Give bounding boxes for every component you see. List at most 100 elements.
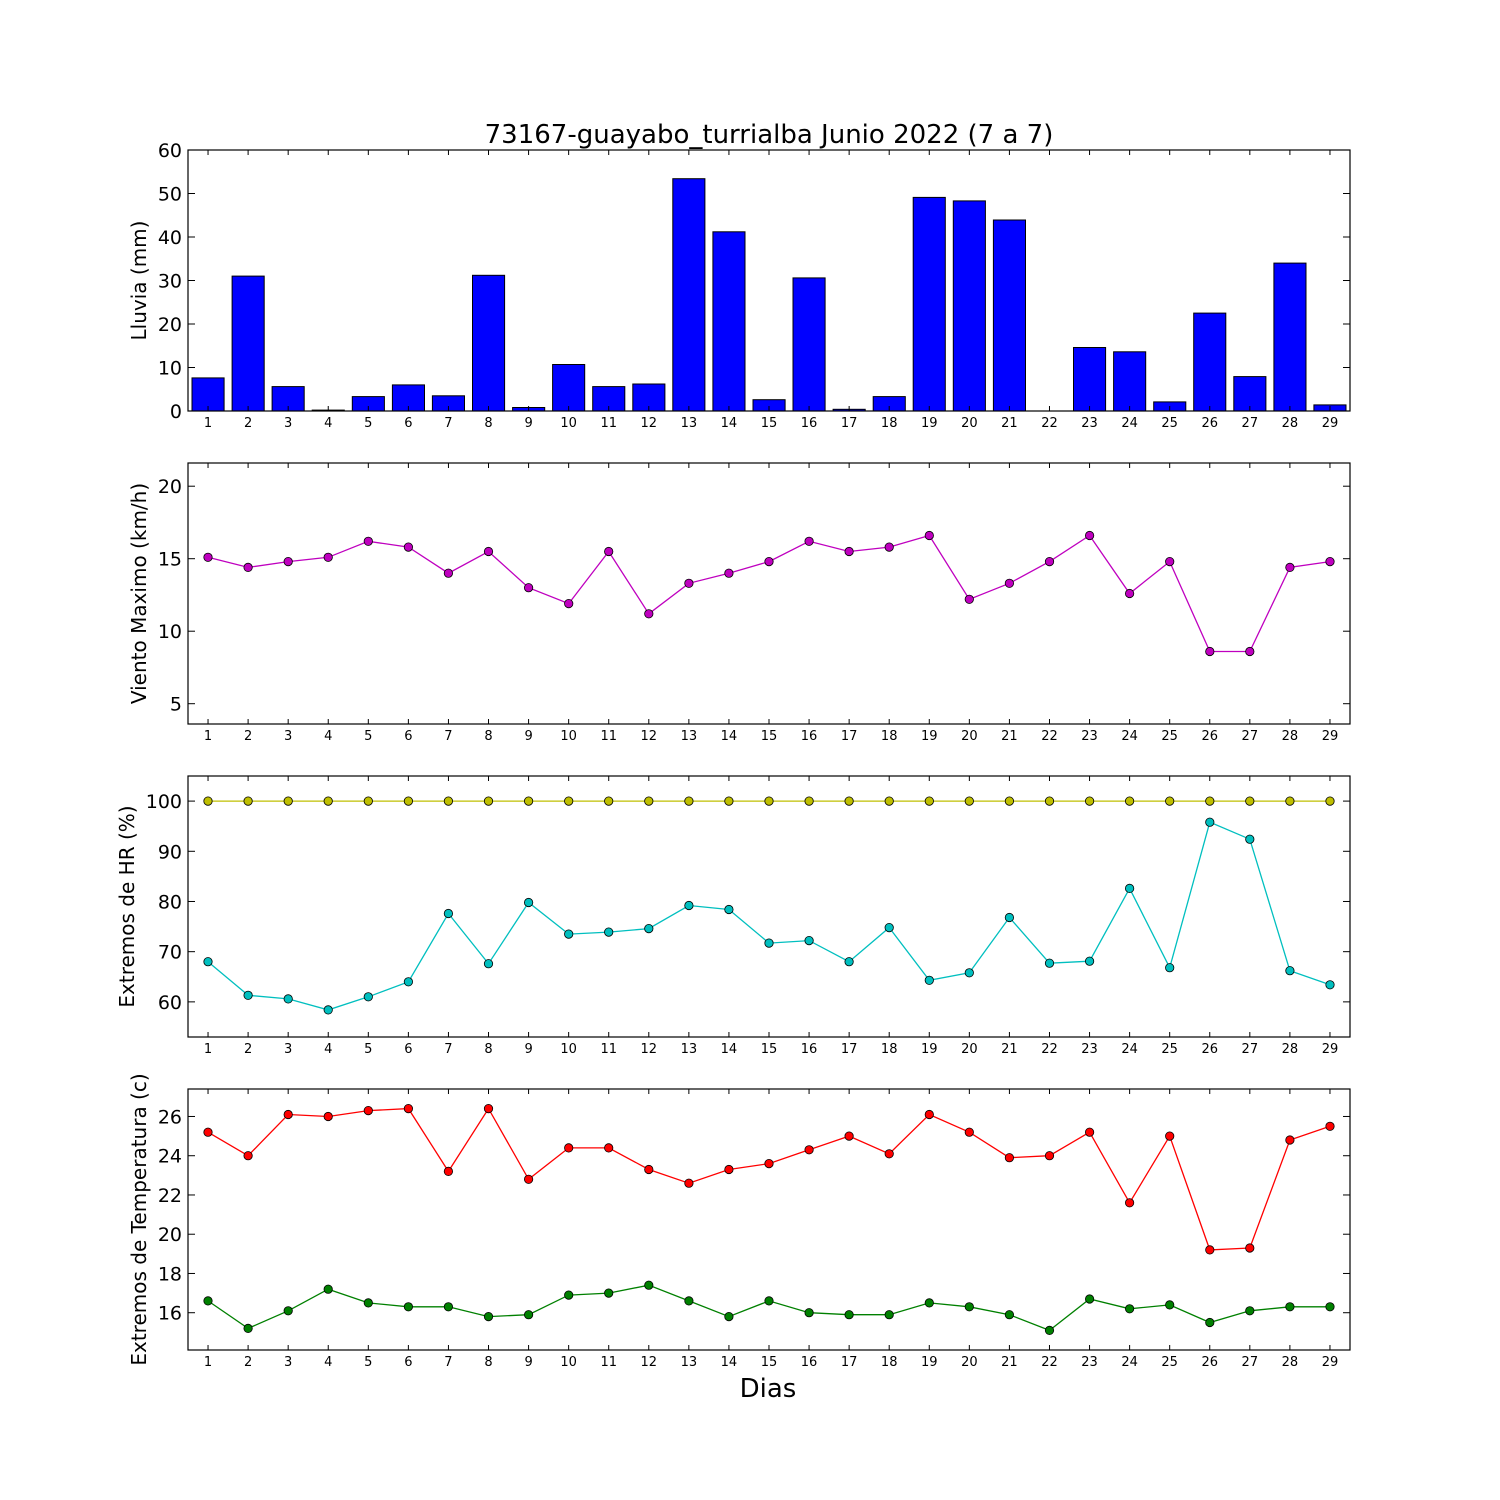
humidity-series-2-point <box>844 957 854 967</box>
temperature-series-1-point <box>884 1149 894 1159</box>
humidity-series-1-point <box>684 796 694 806</box>
temperature-series-1-point <box>403 1104 413 1114</box>
temperature-series-2-point <box>323 1284 333 1294</box>
rain-bar <box>792 277 826 412</box>
temperature-y-tick-label: 22 <box>158 1185 182 1207</box>
humidity-series-2-point <box>1245 834 1255 844</box>
rain-x-tick-label: 9 <box>524 416 532 431</box>
temperature-series-2-point <box>1044 1325 1055 1336</box>
humidity-series-2-point <box>1004 912 1015 923</box>
temperature-series-1-point <box>924 1109 934 1120</box>
temperature-x-tick-label: 27 <box>1242 1355 1259 1370</box>
humidity-y-tick-label: 60 <box>158 992 182 1014</box>
rain-x-tick-label: 22 <box>1041 416 1058 431</box>
wind-y-tick-label: 5 <box>170 694 182 716</box>
wind-x-tick-label: 27 <box>1242 729 1259 744</box>
rain-x-tick-label: 17 <box>841 416 858 431</box>
temperature-y-tick-label: 18 <box>158 1263 182 1285</box>
humidity-series-2-point <box>964 968 974 978</box>
rain-x-tick-label: 12 <box>641 416 658 431</box>
temperature-series-1-point <box>443 1166 453 1177</box>
wind-series-1-point <box>564 598 574 609</box>
wind-x-tick-label: 13 <box>681 729 698 744</box>
wind-series-1-point <box>483 546 494 557</box>
temperature-series-1-point <box>323 1111 333 1122</box>
rain-bar <box>472 274 506 412</box>
wind-y-axis-label: Viento Maximo (km/h) <box>127 483 151 704</box>
humidity-x-tick-label: 23 <box>1081 1042 1098 1057</box>
humidity-series-2-point <box>1205 817 1215 827</box>
humidity-series-2-point <box>1285 966 1295 976</box>
wind-x-tick-label: 25 <box>1161 729 1178 744</box>
wind-series-1-point <box>1125 588 1135 599</box>
rain-bar <box>912 196 946 412</box>
wind-series-1-point <box>1004 578 1015 588</box>
wind-x-tick-label: 17 <box>841 729 858 744</box>
humidity-x-tick-label: 14 <box>721 1042 738 1057</box>
rain-bar <box>1073 347 1107 412</box>
temperature-series-2-point <box>804 1308 814 1318</box>
temperature-x-tick-label: 10 <box>560 1355 577 1370</box>
temperature-series-2-point <box>1085 1294 1095 1304</box>
wind-series-1-point <box>403 542 413 552</box>
wind-x-tick-label: 4 <box>324 729 332 744</box>
temperature-series-1-point <box>283 1109 293 1120</box>
temperature-series-2-point <box>1165 1300 1175 1310</box>
humidity-series-1-point <box>283 796 293 806</box>
humidity-x-tick-label: 27 <box>1242 1042 1259 1057</box>
humidity-series-2-point <box>363 992 373 1002</box>
humidity-series-2-point <box>644 923 654 934</box>
temperature-series-2-point <box>604 1288 614 1298</box>
humidity-x-tick-label: 13 <box>681 1042 698 1057</box>
humidity-series-2-point <box>483 959 494 969</box>
temperature-series-2-point <box>964 1302 974 1312</box>
temperature-x-tick-label: 12 <box>641 1355 658 1370</box>
temperature-series-1-point <box>764 1159 774 1169</box>
humidity-x-tick-label: 12 <box>641 1042 658 1057</box>
rain-x-tick-label: 11 <box>600 416 617 431</box>
humidity-series-1-point <box>443 796 453 806</box>
wind-x-tick-label: 29 <box>1322 729 1339 744</box>
wind-x-tick-label: 15 <box>761 729 778 744</box>
humidity-series-2-point <box>1165 963 1175 973</box>
humidity-series-2-point <box>564 929 574 939</box>
temperature-series-1-point <box>964 1127 974 1137</box>
wind-series-1-point <box>684 578 694 588</box>
rain-bar <box>1193 312 1227 412</box>
humidity-y-tick-label: 80 <box>158 891 182 913</box>
humidity-x-tick-label: 17 <box>841 1042 858 1057</box>
humidity-x-tick-label: 7 <box>444 1042 452 1057</box>
humidity-x-tick-label: 4 <box>324 1042 332 1057</box>
wind-x-tick-label: 9 <box>524 729 532 744</box>
humidity-series-1-point <box>604 796 614 806</box>
humidity-x-tick-label: 24 <box>1121 1042 1138 1057</box>
wind-series-1-point <box>363 536 373 546</box>
wind-x-tick-label: 20 <box>961 729 978 744</box>
temperature-x-tick-label: 2 <box>244 1355 252 1370</box>
humidity-x-tick-label: 3 <box>284 1042 292 1057</box>
wind-y-tick-label: 15 <box>158 549 182 571</box>
humidity-series-1-point <box>243 796 253 806</box>
humidity-series-1-point <box>483 796 494 806</box>
rain-y-tick-label: 20 <box>158 314 182 336</box>
wind-x-tick-label: 7 <box>444 729 452 744</box>
temperature-series-1-point <box>1285 1135 1295 1145</box>
rain-x-tick-label: 2 <box>244 416 252 431</box>
rain-x-tick-label: 6 <box>404 416 412 431</box>
wind-x-tick-label: 23 <box>1081 729 1098 744</box>
rain-x-tick-label: 18 <box>881 416 898 431</box>
rain-x-tick-label: 1 <box>204 416 212 431</box>
wind-series-1-point <box>1285 562 1295 573</box>
temperature-series-2-point <box>1004 1310 1015 1320</box>
humidity-series-1-point <box>363 796 373 806</box>
temperature-series-1-point <box>644 1164 654 1175</box>
wind-series-1-point <box>764 556 774 567</box>
temperature-x-tick-label: 23 <box>1081 1355 1098 1370</box>
rain-bar <box>712 231 746 412</box>
temperature-x-tick-label: 13 <box>681 1355 698 1370</box>
rain-bar <box>1233 376 1267 412</box>
temperature-x-tick-label: 14 <box>721 1355 738 1370</box>
humidity-series-1-point <box>804 796 814 806</box>
temperature-series-2-point <box>1245 1306 1255 1316</box>
temperature-x-tick-label: 17 <box>841 1355 858 1370</box>
